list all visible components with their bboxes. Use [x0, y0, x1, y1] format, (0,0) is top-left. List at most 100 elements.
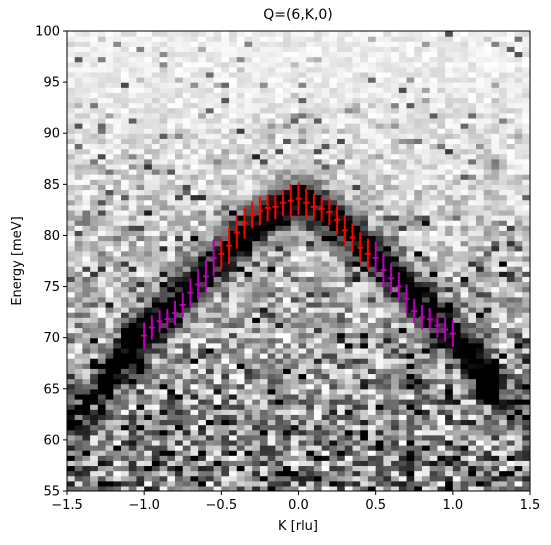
heatmap-cell: [128, 460, 138, 467]
heatmap-cell: [159, 317, 168, 323]
heatmap-cell: [460, 404, 469, 410]
heatmap-cell: [445, 255, 454, 262]
heatmap-cell: [398, 266, 408, 272]
heatmap-cell: [429, 245, 438, 252]
heatmap-cell: [221, 434, 230, 441]
heatmap-cell: [391, 199, 400, 206]
heatmap-cell: [437, 424, 446, 431]
heatmap-cell: [275, 424, 284, 431]
heatmap-cell: [375, 363, 384, 369]
heatmap-cell: [190, 102, 199, 109]
heatmap-cell: [205, 475, 215, 482]
heatmap-cell: [159, 107, 168, 114]
heatmap-cell: [105, 235, 114, 242]
heatmap-cell: [252, 445, 261, 451]
heatmap-cell: [460, 475, 469, 482]
heatmap-cell: [213, 276, 222, 283]
heatmap-cell: [74, 179, 84, 185]
heatmap-cell: [167, 61, 176, 68]
heatmap-cell: [460, 87, 469, 93]
heatmap-cell: [252, 102, 261, 109]
heatmap-cell: [313, 189, 323, 196]
heatmap-cell: [337, 102, 346, 109]
heatmap-cell: [313, 138, 323, 145]
heatmap-cell: [383, 419, 392, 426]
heatmap-cell: [344, 220, 354, 226]
heatmap-cell: [259, 46, 269, 53]
heatmap-cell: [367, 460, 377, 467]
heatmap-cell: [337, 240, 346, 247]
heatmap-cell: [128, 450, 138, 456]
heatmap-cell: [421, 317, 431, 323]
heatmap-cell: [337, 235, 346, 242]
heatmap-cell: [367, 66, 377, 73]
heatmap-cell: [259, 327, 269, 334]
heatmap-cell: [398, 143, 408, 150]
heatmap-cell: [445, 373, 454, 380]
heatmap-cell: [167, 465, 176, 472]
heatmap-cell: [429, 240, 438, 247]
heatmap-cell: [475, 419, 485, 426]
heatmap-cell: [175, 445, 184, 451]
heatmap-cell: [252, 128, 261, 134]
heatmap-cell: [437, 250, 446, 257]
heatmap-cell: [483, 255, 493, 262]
heatmap-cell: [275, 337, 284, 344]
heatmap-cell: [267, 138, 276, 145]
heatmap-cell: [421, 271, 431, 277]
heatmap-cell: [383, 179, 392, 185]
heatmap-cell: [259, 245, 269, 252]
heatmap-cell: [491, 255, 500, 262]
heatmap-cell: [337, 225, 346, 231]
heatmap-cell: [383, 107, 392, 114]
heatmap-cell: [344, 184, 354, 191]
heatmap-cell: [121, 266, 130, 272]
heatmap-cell: [182, 123, 192, 129]
heatmap-cell: [290, 383, 300, 390]
heatmap-cell: [213, 36, 222, 42]
heatmap-cell: [167, 368, 176, 375]
heatmap-cell: [406, 419, 415, 426]
heatmap-cell: [375, 184, 384, 191]
heatmap-cell: [190, 245, 199, 252]
heatmap-cell: [229, 368, 238, 375]
heatmap-cell: [159, 87, 168, 93]
heatmap-cell: [275, 485, 284, 491]
heatmap-cell: [252, 358, 261, 364]
heatmap-cell: [205, 419, 215, 426]
heatmap-cell: [259, 123, 269, 129]
heatmap-cell: [460, 455, 469, 461]
heatmap-cell: [229, 148, 238, 155]
heatmap-cell: [337, 179, 346, 185]
heatmap-cell: [175, 36, 184, 42]
heatmap-cell: [452, 266, 462, 272]
heatmap-cell: [298, 46, 307, 53]
heatmap-cell: [352, 107, 361, 114]
heatmap-cell: [329, 71, 338, 78]
heatmap-cell: [290, 36, 300, 42]
heatmap-cell: [244, 97, 253, 104]
heatmap-cell: [321, 332, 330, 339]
heatmap-cell: [151, 66, 161, 73]
heatmap-cell: [360, 373, 369, 380]
heatmap-cell: [113, 250, 122, 257]
heatmap-cell: [437, 347, 446, 354]
heatmap-cell: [352, 445, 361, 451]
heatmap-cell: [367, 347, 377, 354]
heatmap-cell: [421, 194, 431, 201]
heatmap-cell: [375, 404, 384, 410]
heatmap-cell: [344, 82, 354, 88]
heatmap-cell: [159, 71, 168, 78]
heatmap-cell: [151, 230, 161, 237]
heatmap-cell: [352, 209, 361, 216]
heatmap-cell: [352, 261, 361, 267]
heatmap-cell: [360, 169, 369, 175]
heatmap-cell: [398, 342, 408, 349]
heatmap-cell: [67, 404, 76, 410]
heatmap-cell: [421, 56, 431, 63]
heatmap-cell: [437, 414, 446, 421]
heatmap-cell: [321, 158, 330, 165]
heatmap-cell: [190, 225, 199, 231]
heatmap-cell: [375, 148, 384, 155]
heatmap-cell: [113, 281, 122, 288]
